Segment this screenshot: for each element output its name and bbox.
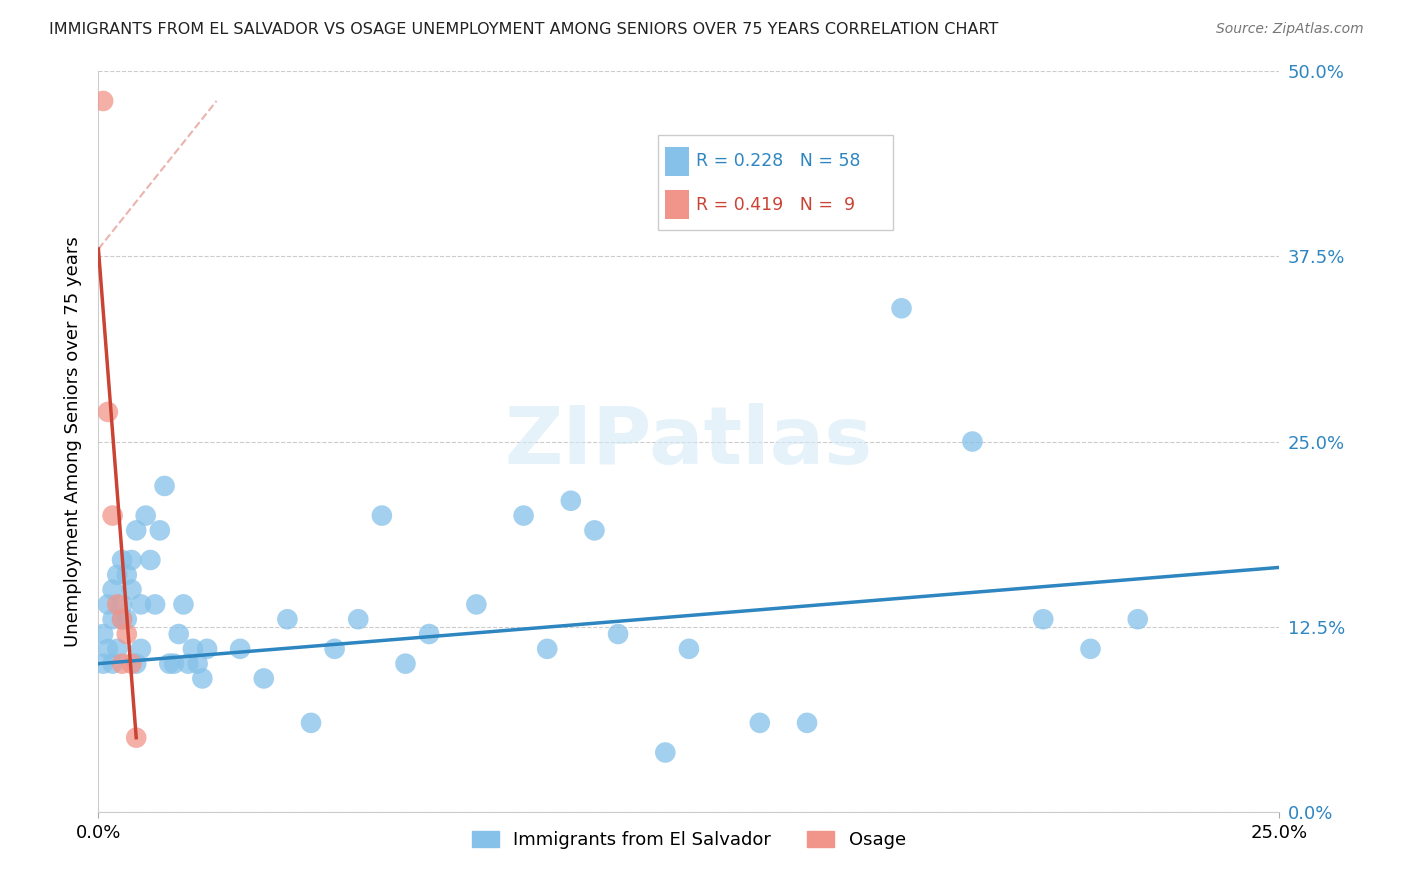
Point [101, 582, 124, 597]
Point [129, 598, 152, 612]
Point [91, 657, 114, 671]
Point [111, 612, 134, 626]
Point [583, 524, 606, 538]
Point [163, 657, 186, 671]
Point [143, 598, 166, 612]
Text: ZIPatlas: ZIPatlas [505, 402, 873, 481]
Text: IMMIGRANTS FROM EL SALVADOR VS OSAGE UNEMPLOYMENT AMONG SENIORS OVER 75 YEARS CO: IMMIGRANTS FROM EL SALVADOR VS OSAGE UNE… [49, 22, 998, 37]
Point [121, 553, 143, 567]
Point [115, 612, 138, 626]
Point [191, 672, 214, 686]
Point [97, 405, 120, 419]
Text: R = 0.419   N =  9: R = 0.419 N = 9 [696, 195, 855, 214]
Point [135, 508, 157, 523]
Point [962, 434, 984, 449]
Point [512, 508, 534, 523]
Y-axis label: Unemployment Among Seniors over 75 years: Unemployment Among Seniors over 75 years [63, 236, 82, 647]
FancyBboxPatch shape [665, 147, 689, 176]
Point [536, 641, 558, 656]
Point [172, 598, 194, 612]
Point [121, 582, 143, 597]
Point [91, 627, 114, 641]
Point [101, 508, 124, 523]
Point [748, 715, 770, 730]
Point [796, 715, 818, 730]
Point [153, 479, 176, 493]
Point [125, 524, 148, 538]
Point [125, 657, 148, 671]
Point [97, 641, 120, 656]
Legend: Immigrants from El Salvador, Osage: Immigrants from El Salvador, Osage [463, 822, 915, 858]
Point [111, 553, 134, 567]
Point [111, 598, 134, 612]
Point [276, 612, 298, 626]
Point [111, 612, 134, 626]
Point [253, 672, 276, 686]
Point [654, 746, 676, 760]
Point [187, 657, 209, 671]
Point [1126, 612, 1149, 626]
Point [105, 567, 128, 582]
Point [229, 641, 252, 656]
Point [115, 567, 138, 582]
Point [149, 524, 172, 538]
Point [678, 641, 700, 656]
Point [465, 598, 488, 612]
Point [1080, 641, 1102, 656]
Point [1032, 612, 1054, 626]
Point [347, 612, 370, 626]
Point [181, 641, 204, 656]
Point [139, 553, 162, 567]
Point [111, 657, 134, 671]
Point [607, 627, 630, 641]
Point [91, 94, 114, 108]
Point [125, 731, 148, 745]
Point [394, 657, 416, 671]
Point [323, 641, 346, 656]
Text: Source: ZipAtlas.com: Source: ZipAtlas.com [1216, 22, 1364, 37]
Point [560, 493, 582, 508]
Text: R = 0.228   N = 58: R = 0.228 N = 58 [696, 153, 860, 170]
Point [890, 301, 912, 316]
Point [121, 657, 143, 671]
Point [101, 612, 124, 626]
Point [299, 715, 322, 730]
Point [105, 598, 128, 612]
Point [167, 627, 190, 641]
Point [371, 508, 394, 523]
Point [177, 657, 200, 671]
Point [97, 598, 120, 612]
FancyBboxPatch shape [658, 136, 893, 230]
Point [157, 657, 180, 671]
Point [101, 657, 124, 671]
Point [115, 627, 138, 641]
Point [418, 627, 440, 641]
Point [105, 641, 128, 656]
FancyBboxPatch shape [665, 190, 689, 219]
Point [129, 641, 152, 656]
Point [195, 641, 218, 656]
